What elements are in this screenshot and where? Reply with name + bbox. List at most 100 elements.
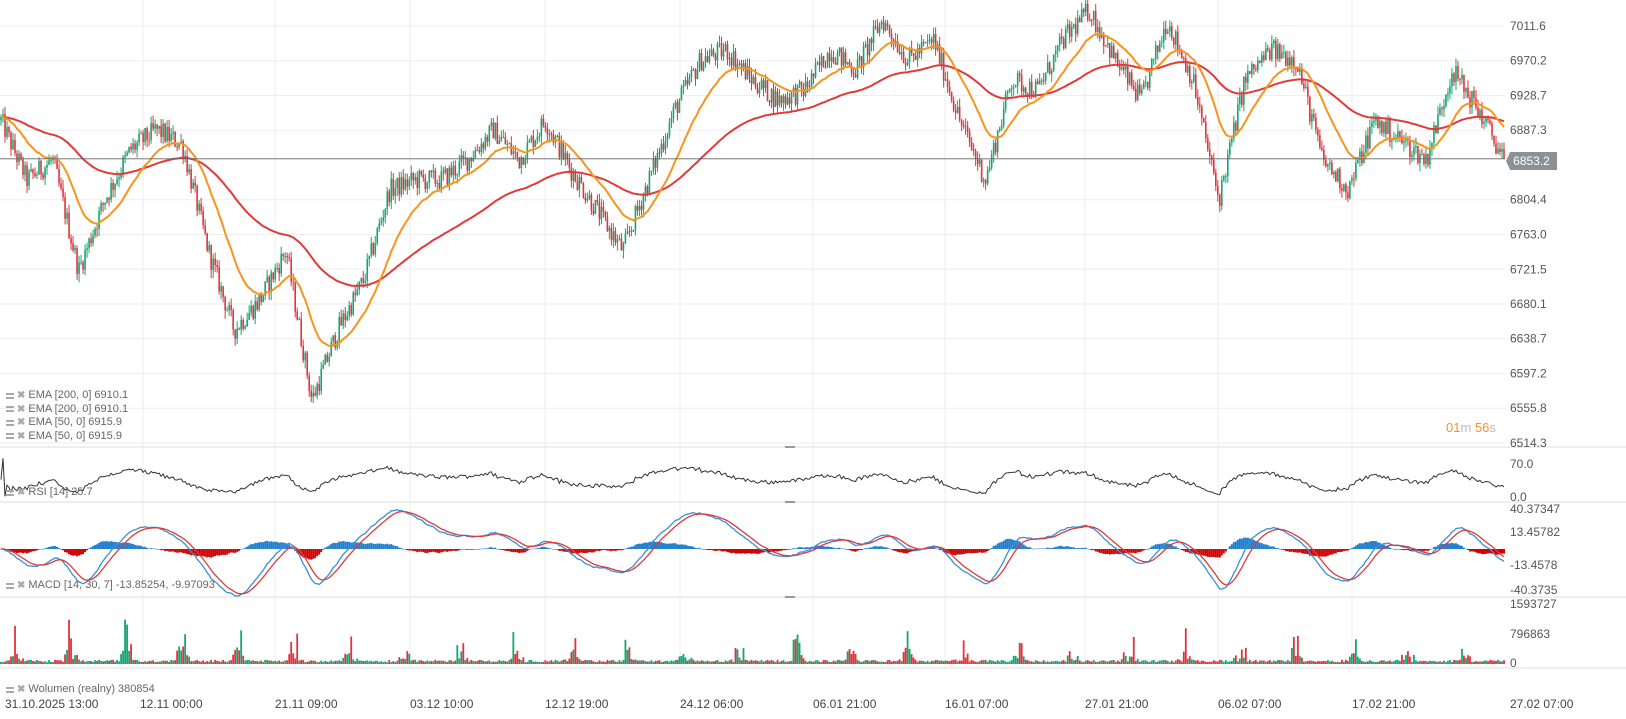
histogram-bar: [104, 541, 107, 549]
volume-bar: [66, 649, 68, 664]
volume-bar: [1459, 659, 1461, 664]
menu-icon[interactable]: [6, 686, 14, 693]
histogram-bar: [1272, 546, 1275, 549]
candle: [74, 248, 76, 251]
close-icon[interactable]: ✖: [17, 403, 26, 415]
pane-resize-handle[interactable]: [785, 446, 795, 448]
candle: [830, 57, 833, 62]
volume-bar: [1361, 661, 1363, 664]
volume-bar: [1036, 661, 1039, 664]
histogram-bar: [690, 546, 693, 549]
volume-bar: [1026, 660, 1029, 664]
candle: [1471, 90, 1473, 108]
volume-bar: [1465, 658, 1467, 664]
histogram-bar: [1348, 549, 1351, 550]
candle: [384, 209, 387, 218]
volume-bar: [216, 660, 219, 664]
candle: [120, 173, 122, 178]
histogram-bar: [528, 549, 531, 550]
candle: [136, 142, 138, 150]
close-icon[interactable]: ✖: [17, 487, 26, 498]
menu-icon[interactable]: [6, 489, 14, 496]
volume-bar: [350, 636, 353, 664]
candle: [1457, 66, 1459, 79]
histogram-bar: [1166, 543, 1169, 549]
menu-icon[interactable]: [6, 433, 14, 440]
candle: [560, 141, 563, 158]
candle: [238, 328, 240, 330]
menu-icon[interactable]: [6, 406, 14, 413]
histogram-bar: [1090, 549, 1093, 551]
candle: [508, 143, 511, 145]
volume-bar: [306, 661, 309, 664]
histogram-bar: [1070, 547, 1073, 549]
candle: [28, 171, 30, 186]
menu-icon[interactable]: [6, 582, 14, 589]
candle: [1166, 31, 1169, 34]
candle: [904, 62, 907, 65]
menu-icon[interactable]: [6, 419, 14, 426]
histogram-bar: [418, 549, 421, 552]
volume-bar: [920, 660, 923, 664]
candle: [1180, 50, 1183, 59]
candle: [260, 295, 262, 302]
pane-resize-handle[interactable]: [785, 501, 795, 503]
histogram-bar: [346, 541, 349, 549]
volume-bar: [396, 660, 399, 664]
histogram-bar: [1064, 546, 1067, 549]
histogram-bar: [1400, 549, 1403, 550]
legend-ema50-b[interactable]: ✖ EMA [50, 0] 6915.9: [6, 430, 128, 444]
volume-bar: [1326, 660, 1329, 664]
volume-bar: [630, 658, 633, 664]
candle: [714, 55, 717, 61]
volume-bar: [498, 660, 501, 664]
volume-bar: [1481, 661, 1483, 664]
histogram-bar: [720, 549, 723, 552]
volume-bar: [900, 661, 903, 664]
legend-ema200-a[interactable]: ✖ EMA [200, 0] 6910.1: [6, 389, 128, 403]
volume-bar: [636, 660, 639, 664]
candle: [594, 199, 597, 214]
close-icon[interactable]: ✖: [17, 580, 26, 591]
volume-bar: [1060, 660, 1063, 664]
volume-bar: [408, 653, 411, 664]
close-icon[interactable]: ✖: [17, 417, 26, 428]
candle: [452, 165, 455, 176]
histogram-bar: [590, 549, 593, 553]
candle: [522, 157, 525, 165]
pane-resize-handle[interactable]: [785, 596, 795, 598]
volume-bar: [10, 656, 12, 664]
candle: [1355, 162, 1357, 179]
volume-bar: [332, 661, 335, 664]
candle: [116, 179, 118, 184]
volume-tick-label: 1593727: [1510, 597, 1557, 611]
volume-bar: [902, 651, 905, 664]
volume-bar: [642, 660, 645, 664]
candle: [692, 69, 695, 71]
candle: [1337, 168, 1339, 182]
candle: [682, 85, 685, 88]
candle: [482, 143, 485, 149]
candle: [892, 39, 895, 45]
histogram-bar: [810, 546, 813, 549]
volume-bar: [1391, 661, 1393, 664]
volume-bar: [150, 660, 152, 664]
candle: [466, 157, 469, 171]
volume-bar: [1000, 659, 1003, 664]
legend-ema200-b[interactable]: ✖ EMA [200, 0] 6910.1: [6, 403, 128, 417]
candle: [1192, 74, 1195, 82]
candle: [534, 140, 537, 147]
menu-icon[interactable]: [6, 392, 14, 399]
candle: [552, 134, 555, 143]
histogram-bar: [74, 549, 77, 556]
volume-bar: [556, 660, 559, 664]
histogram-bar: [714, 549, 717, 552]
candle: [638, 206, 641, 211]
histogram-bar: [500, 549, 503, 550]
legend-ema50-a[interactable]: ✖ EMA [50, 0] 6915.9: [6, 416, 128, 430]
close-icon[interactable]: ✖: [17, 390, 26, 401]
close-icon[interactable]: ✖: [17, 430, 26, 442]
candle: [1381, 120, 1383, 133]
close-icon[interactable]: ✖: [17, 684, 26, 695]
